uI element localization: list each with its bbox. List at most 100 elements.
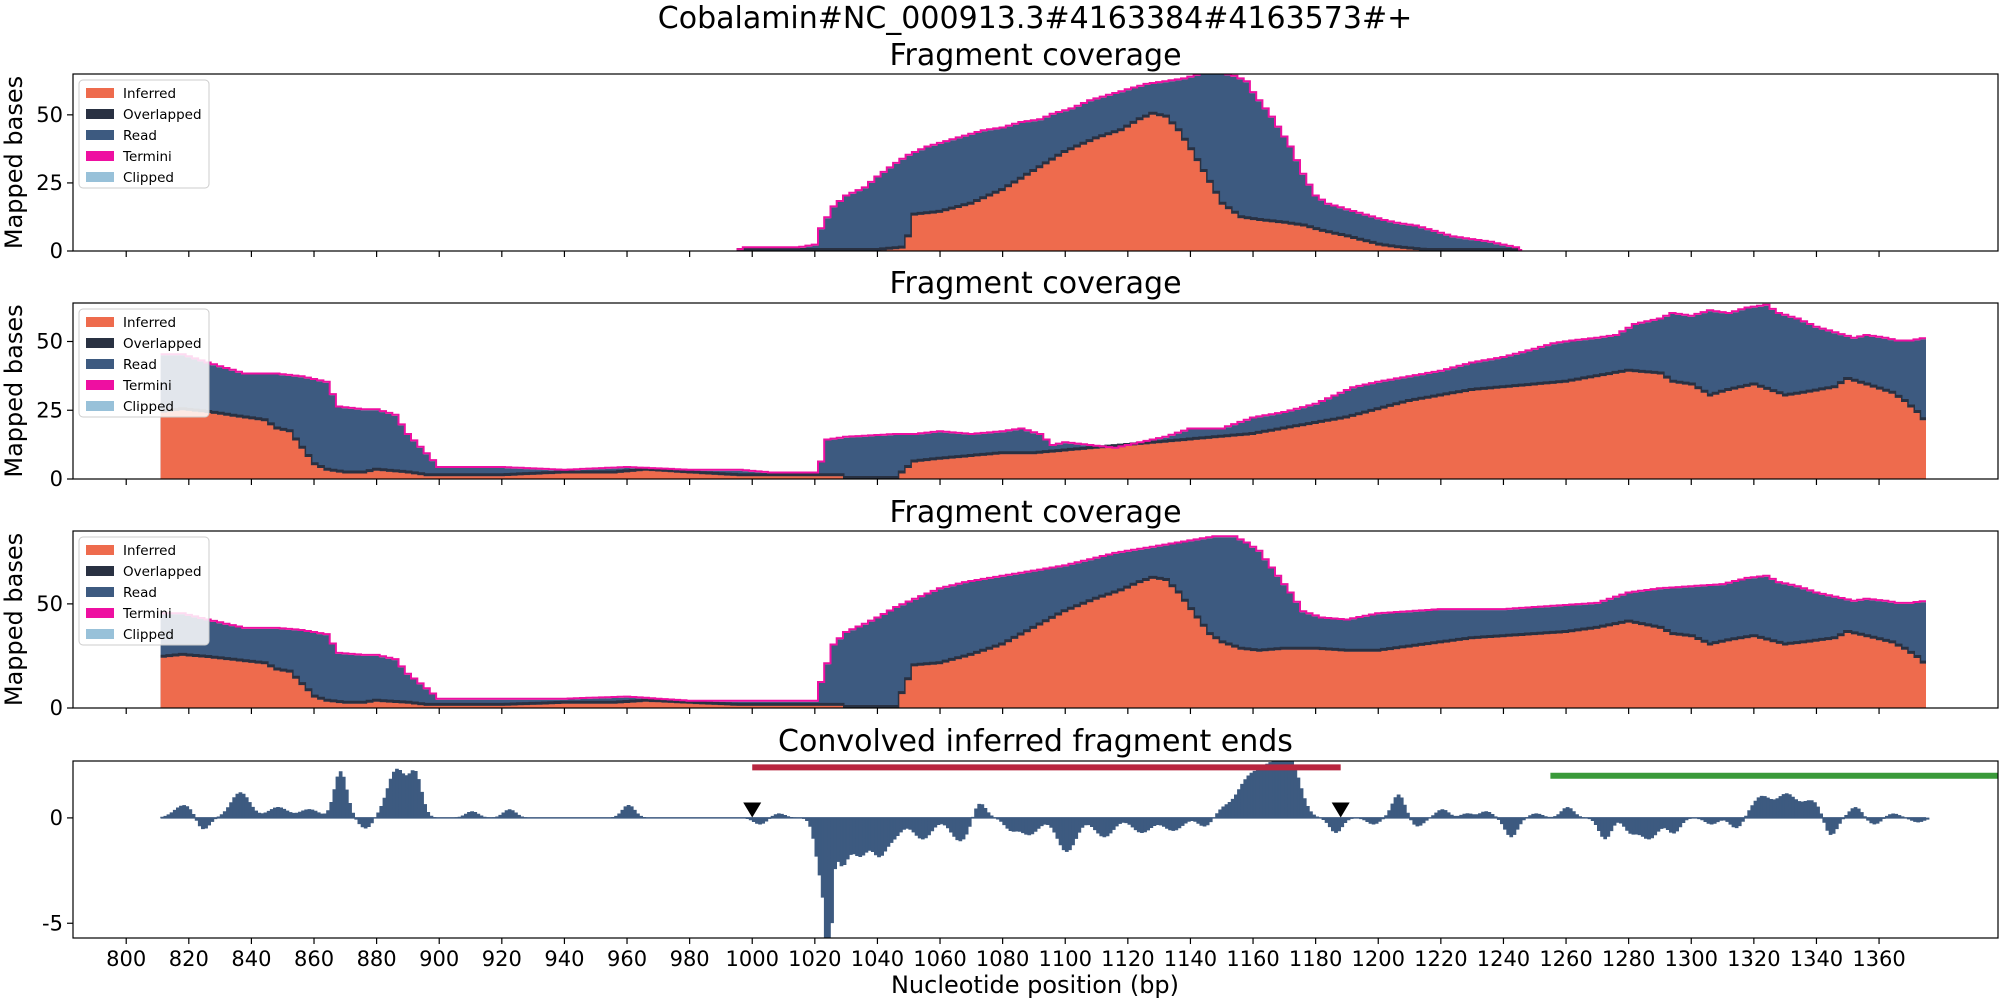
x-tick-label: 1020 xyxy=(788,947,841,971)
legend-label: Inferred xyxy=(123,86,176,102)
x-tick-label: 900 xyxy=(419,947,459,971)
x-tick-label: 1200 xyxy=(1352,947,1405,971)
x-tick-label: 1260 xyxy=(1539,947,1592,971)
x-tick-label: 1340 xyxy=(1790,947,1843,971)
legend-label: Inferred xyxy=(123,315,176,331)
plot-area xyxy=(160,303,1927,479)
y-tick-label: 25 xyxy=(36,171,63,195)
legend-swatch xyxy=(86,338,114,348)
x-tick-label: 1000 xyxy=(726,947,779,971)
plot-frame xyxy=(72,530,1999,709)
figure-title: Cobalamin#NC_000913.3#4163384#4163573#+ xyxy=(658,1,1412,36)
x-tick-label: 1220 xyxy=(1414,947,1467,971)
signal-bars xyxy=(160,761,1930,938)
x-tick-label: 1120 xyxy=(1101,947,1154,971)
x-tick-label: 1140 xyxy=(1164,947,1217,971)
termini-line xyxy=(160,303,1926,474)
y-tick-label: 50 xyxy=(36,592,63,616)
legend-swatch xyxy=(86,608,114,618)
marker-triangle xyxy=(743,802,762,818)
legend-label: Inferred xyxy=(123,543,176,559)
legend-swatch xyxy=(86,587,114,597)
termini-line xyxy=(160,535,1926,702)
y-tick-label: -5 xyxy=(42,911,63,935)
legend-label: Clipped xyxy=(123,627,174,643)
plot-area xyxy=(160,761,1998,938)
x-tick-label: 1060 xyxy=(913,947,966,971)
y-axis-label: Mapped bases xyxy=(0,533,28,706)
legend-label: Clipped xyxy=(123,170,174,186)
panel-title: Fragment coverage xyxy=(889,38,1181,73)
legend-swatch xyxy=(86,380,114,390)
inferred-area xyxy=(160,371,1927,479)
legend-swatch xyxy=(86,172,114,182)
x-axis-label: Nucleotide position (bp) xyxy=(891,971,1179,999)
y-axis-label: Mapped bases xyxy=(0,304,28,477)
legend-label: Read xyxy=(123,128,157,144)
x-tick-label: 820 xyxy=(169,947,209,971)
y-tick-label: 0 xyxy=(50,696,63,720)
x-tick-label: 980 xyxy=(670,947,710,971)
x-tick-label: 1320 xyxy=(1727,947,1780,971)
legend-swatch xyxy=(86,130,114,140)
plot-area xyxy=(160,535,1927,708)
coverage-panel-3: Fragment coverage 0 50 Mapped bases Inferred… xyxy=(0,495,1999,720)
x-tick-label: 840 xyxy=(231,947,271,971)
legend-swatch xyxy=(86,109,114,119)
x-tick-label: 1040 xyxy=(851,947,904,971)
x-tick-label: 1180 xyxy=(1289,947,1342,971)
legend-label: Termini xyxy=(122,378,172,394)
legend-label: Overlapped xyxy=(123,107,202,123)
inferred-area xyxy=(736,114,1520,251)
y-tick-label: 50 xyxy=(36,103,63,127)
y-tick-label: 50 xyxy=(36,330,63,354)
panel-title: Fragment coverage xyxy=(889,495,1181,530)
legend-label: Clipped xyxy=(123,399,174,415)
legend-swatch xyxy=(86,629,114,639)
convolved-ends-panel: Convolved inferred fragment ends -5 0 800 82… xyxy=(42,724,1999,971)
legend-swatch xyxy=(86,401,114,411)
termini-line xyxy=(736,74,1523,251)
panel-title: Convolved inferred fragment ends xyxy=(778,724,1293,759)
x-tick-label: 1100 xyxy=(1039,947,1092,971)
legend-label: Termini xyxy=(122,149,172,165)
overlapped-band xyxy=(160,575,1926,708)
legend-label: Overlapped xyxy=(123,564,202,580)
x-tick-label: 880 xyxy=(357,947,397,971)
legend-swatch xyxy=(86,359,114,369)
legend: Inferred Overlapped Read Termini Clipped xyxy=(78,536,210,646)
legend-swatch xyxy=(86,566,114,576)
marker-triangle xyxy=(1331,802,1350,818)
plot-frame xyxy=(72,760,1999,939)
x-tick-label: 940 xyxy=(544,947,584,971)
legend-label: Termini xyxy=(122,606,172,622)
legend-swatch xyxy=(86,317,114,327)
x-tick-label: 960 xyxy=(607,947,647,971)
plot-frame xyxy=(72,302,1999,480)
y-tick-label: 0 xyxy=(50,239,63,263)
x-tick-label: 1160 xyxy=(1226,947,1279,971)
x-tick-label: 1360 xyxy=(1852,947,1905,971)
x-tick-label: 800 xyxy=(106,947,146,971)
plot-area xyxy=(736,74,1523,251)
overlapped-band xyxy=(736,111,1520,251)
inferred-area xyxy=(160,578,1927,708)
x-tick-label: 1300 xyxy=(1665,947,1718,971)
x-tick-label: 860 xyxy=(294,947,334,971)
plot-frame xyxy=(72,73,1999,252)
x-tick-label: 1280 xyxy=(1602,947,1655,971)
coverage-panel-2: Fragment coverage 0 25 50 Mapped bases Inferr… xyxy=(0,266,1999,491)
legend-swatch xyxy=(86,151,114,161)
panel-title: Fragment coverage xyxy=(889,266,1181,301)
legend-label: Read xyxy=(123,585,157,601)
legend-swatch xyxy=(86,545,114,555)
legend: Inferred Overlapped Read Termini Clipped xyxy=(78,308,210,418)
y-tick-label: 0 xyxy=(50,806,63,830)
x-tick-label: 920 xyxy=(482,947,522,971)
y-tick-label: 0 xyxy=(50,467,63,491)
x-tick-label: 1240 xyxy=(1477,947,1530,971)
legend-label: Read xyxy=(123,357,157,373)
y-tick-label: 25 xyxy=(36,398,63,422)
legend-label: Overlapped xyxy=(123,336,202,352)
